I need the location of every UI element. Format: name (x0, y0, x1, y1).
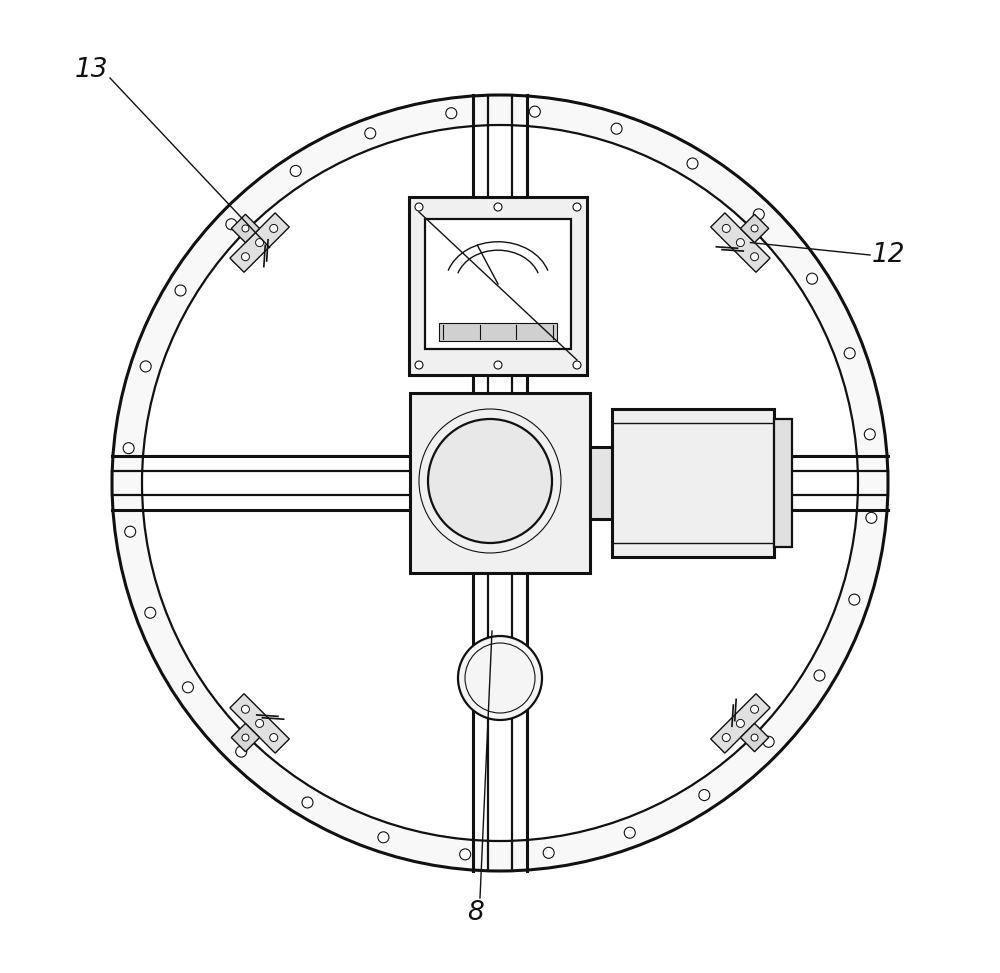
Circle shape (290, 165, 301, 176)
Bar (425, 219, 571, 349)
Circle shape (182, 682, 193, 693)
Bar (590, 447, 612, 519)
Polygon shape (740, 723, 769, 752)
Circle shape (242, 225, 249, 232)
Polygon shape (231, 214, 260, 242)
Circle shape (573, 203, 581, 211)
Circle shape (611, 124, 622, 134)
Polygon shape (740, 214, 769, 242)
Circle shape (722, 225, 730, 233)
Circle shape (494, 361, 502, 369)
Circle shape (242, 734, 249, 741)
Circle shape (428, 419, 552, 543)
Circle shape (378, 832, 389, 843)
Circle shape (256, 719, 264, 728)
Circle shape (415, 361, 423, 369)
Circle shape (722, 734, 730, 741)
Text: 12: 12 (872, 242, 906, 268)
Text: 13: 13 (75, 57, 108, 83)
Circle shape (460, 848, 471, 860)
Circle shape (236, 746, 247, 757)
Circle shape (256, 238, 264, 246)
Circle shape (866, 513, 877, 523)
Circle shape (175, 285, 186, 296)
Polygon shape (230, 694, 289, 753)
Circle shape (807, 273, 818, 284)
Polygon shape (231, 723, 260, 752)
Text: 8: 8 (467, 900, 483, 926)
Circle shape (543, 847, 554, 858)
Circle shape (864, 429, 875, 440)
Polygon shape (230, 213, 289, 272)
Circle shape (573, 361, 581, 369)
Circle shape (494, 203, 502, 211)
Circle shape (365, 127, 376, 139)
Circle shape (241, 705, 249, 713)
Circle shape (302, 797, 313, 808)
Circle shape (751, 705, 759, 713)
Circle shape (241, 253, 249, 261)
Circle shape (446, 108, 457, 119)
Polygon shape (711, 694, 770, 753)
Circle shape (763, 737, 774, 747)
Circle shape (529, 106, 540, 117)
Circle shape (270, 734, 278, 741)
Circle shape (699, 789, 710, 801)
Circle shape (270, 225, 278, 233)
Circle shape (736, 719, 744, 728)
Circle shape (458, 636, 542, 720)
Circle shape (112, 95, 888, 871)
Circle shape (687, 158, 698, 169)
Circle shape (751, 225, 758, 232)
Circle shape (736, 238, 744, 246)
Circle shape (125, 526, 136, 537)
Circle shape (814, 670, 825, 681)
Circle shape (753, 209, 764, 220)
Circle shape (123, 443, 134, 453)
Circle shape (844, 347, 855, 359)
Polygon shape (711, 213, 770, 272)
Circle shape (415, 203, 423, 211)
Bar (410, 393, 590, 573)
Circle shape (624, 827, 635, 838)
Circle shape (142, 125, 858, 841)
Bar (409, 197, 587, 375)
Circle shape (849, 595, 860, 605)
Circle shape (140, 361, 151, 372)
Bar (774, 419, 792, 547)
Bar (612, 409, 774, 557)
Bar (439, 323, 557, 341)
Circle shape (751, 253, 759, 261)
Circle shape (226, 219, 237, 230)
Circle shape (751, 734, 758, 741)
Circle shape (145, 607, 156, 618)
